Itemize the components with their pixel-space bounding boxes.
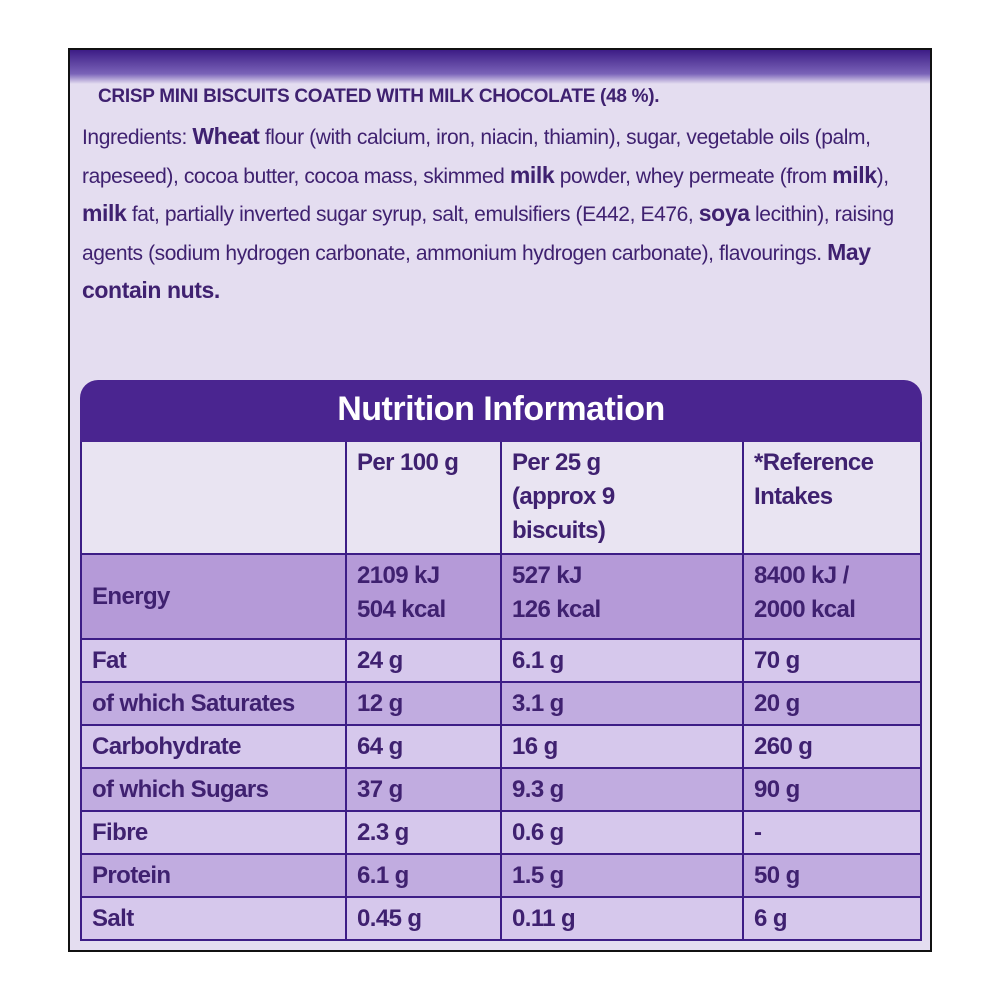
value-cell: 90 g	[744, 769, 922, 812]
cell-line: Per 25 g	[512, 449, 601, 476]
value-cell: 0.45 g	[347, 898, 502, 941]
value-cell: 8400 kJ / 2000 kcal	[744, 555, 922, 640]
cell-line: Per 100 g	[357, 449, 459, 476]
heading: CRISP MINI BISCUITS COATED WITH MILK CHO…	[98, 86, 660, 107]
label-cell: of which Sugars	[80, 769, 347, 812]
value-cell: 24 g	[347, 640, 502, 683]
cell-line: 70 g	[754, 647, 800, 674]
cell-line: 527 kJ	[512, 562, 582, 589]
cell-line: 16 g	[512, 733, 558, 760]
cell-line: 2.3 g	[357, 819, 409, 846]
cell-line: 24 g	[357, 647, 403, 674]
value-cell: 2109 kJ 504 kcal	[347, 555, 502, 640]
label-panel: CRISP MINI BISCUITS COATED WITH MILK CHO…	[68, 48, 932, 952]
cell-line: 20 g	[754, 690, 800, 717]
label-cell: of which Saturates	[80, 683, 347, 726]
ingredients: Ingredients: Wheat flour (with calcium, …	[82, 118, 922, 311]
ingredient-text: Ingredients:	[82, 126, 193, 149]
value-cell: 20 g	[744, 683, 922, 726]
row-label: Salt	[92, 905, 134, 932]
value-cell: 0.6 g	[502, 812, 744, 855]
label-cell: Energy	[80, 555, 347, 640]
row-label: Protein	[92, 862, 171, 889]
cell-line: 50 g	[754, 862, 800, 889]
cell-line: 9.3 g	[512, 776, 564, 803]
value-cell: 6.1 g	[347, 855, 502, 898]
cell-line: -	[754, 819, 762, 846]
cell-line: 90 g	[754, 776, 800, 803]
value-cell: 3.1 g	[502, 683, 744, 726]
row-label: of which Saturates	[92, 690, 295, 717]
cell-line: 2000 kcal	[754, 596, 856, 623]
header-cell: *Reference Intakes	[744, 442, 922, 555]
row-label: Carbohydrate	[92, 733, 241, 760]
cell-line: 6 g	[754, 905, 787, 932]
cell-line: 6.1 g	[512, 647, 564, 674]
row-label: Fat	[92, 647, 127, 674]
value-cell: 6 g	[744, 898, 922, 941]
cell-line: biscuits)	[512, 517, 606, 544]
value-cell: 12 g	[347, 683, 502, 726]
value-cell: 6.1 g	[502, 640, 744, 683]
label-cell: Carbohydrate	[80, 726, 347, 769]
ingredient-text: fat, partially inverted sugar syrup, sal…	[126, 203, 699, 226]
value-cell: 9.3 g	[502, 769, 744, 812]
cell-line: 126 kcal	[512, 596, 601, 623]
value-cell: 1.5 g	[502, 855, 744, 898]
value-cell: 70 g	[744, 640, 922, 683]
cell-line: Intakes	[754, 483, 833, 510]
cell-line: *Reference	[754, 449, 874, 476]
cell-line: 64 g	[357, 733, 403, 760]
ingredient-text: lecithin), raising agents (sodium hydrog…	[82, 203, 894, 265]
allergen-text: milk	[509, 161, 555, 188]
row-label: of which Sugars	[92, 776, 269, 803]
cell-line: 37 g	[357, 776, 403, 803]
label-cell: Fat	[80, 640, 347, 683]
cell-line: 0.45 g	[357, 905, 422, 932]
ingredient-text: flour (with calcium, iron, niacin, thiam…	[82, 126, 871, 188]
value-cell: 2.3 g	[347, 812, 502, 855]
ingredient-text: ),	[876, 164, 889, 188]
allergen-text: milk	[832, 161, 877, 188]
row-label: Fibre	[92, 819, 148, 846]
value-cell: 64 g	[347, 726, 502, 769]
cell-line: 0.11 g	[512, 905, 576, 932]
header-cell: Per 25 g (approx 9 biscuits)	[502, 442, 744, 555]
label-cell: Fibre	[80, 812, 347, 855]
label-cell: Salt	[80, 898, 347, 941]
value-cell: 37 g	[347, 769, 502, 812]
cell-line: (approx 9	[512, 483, 615, 510]
cell-line: 3.1 g	[512, 690, 564, 717]
cell-line: 12 g	[357, 690, 403, 717]
value-cell: 527 kJ 126 kcal	[502, 555, 744, 640]
header-cell	[80, 442, 347, 555]
value-cell: 16 g	[502, 726, 744, 769]
cell-line: 6.1 g	[357, 862, 409, 889]
value-cell: -	[744, 812, 922, 855]
allergen-text: May contain nuts.	[82, 238, 871, 304]
ingredient-text: powder, whey permeate (from	[554, 164, 833, 188]
cell-line: 504 kcal	[357, 596, 446, 623]
allergen-text: milk	[82, 200, 127, 226]
cell-line: 0.6 g	[512, 819, 564, 846]
row-label: Energy	[92, 583, 170, 610]
cell-line: 2109 kJ	[357, 562, 440, 589]
cell-line: 260 g	[754, 733, 813, 760]
value-cell: 0.11 g	[502, 898, 744, 941]
allergen-text: Wheat	[192, 123, 260, 149]
table-title: Nutrition Information	[80, 380, 922, 442]
header-cell: Per 100 g	[347, 442, 502, 555]
label-cell: Protein	[80, 855, 347, 898]
cell-line: 8400 kJ /	[754, 562, 849, 589]
value-cell: 260 g	[744, 726, 922, 769]
value-cell: 50 g	[744, 855, 922, 898]
allergen-text: soya	[698, 200, 750, 226]
top-band	[70, 50, 930, 84]
cell-line: 1.5 g	[512, 862, 564, 889]
